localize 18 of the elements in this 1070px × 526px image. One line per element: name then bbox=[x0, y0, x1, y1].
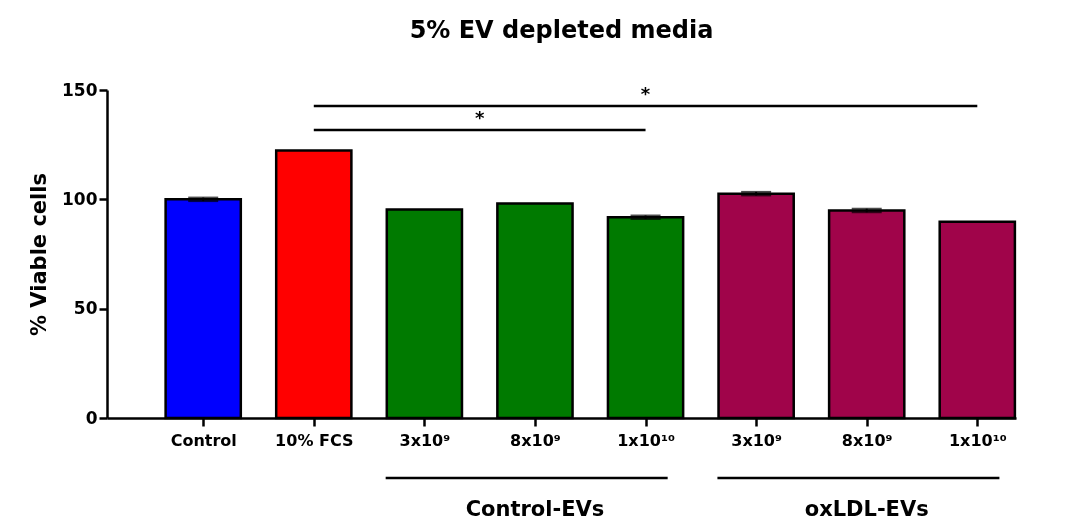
y-tick-label: 50 bbox=[73, 298, 98, 319]
x-tick-label: 3x10⁹ bbox=[399, 430, 451, 450]
y-tick-label: 0 bbox=[85, 407, 98, 428]
chart-title: 5% EV depleted media bbox=[409, 16, 714, 44]
x-tick-label: Control bbox=[170, 430, 237, 450]
x-tick-label: 1x10¹⁰ bbox=[948, 430, 1007, 450]
y-tick-label: 150 bbox=[62, 79, 98, 100]
y-axis-title: % Viable cells bbox=[27, 173, 52, 336]
x-tick-label: 1x10¹⁰ bbox=[617, 430, 675, 450]
x-tick-label: 3x10⁹ bbox=[731, 430, 782, 450]
annotation: * bbox=[640, 83, 651, 104]
text: oxLDL-EVs bbox=[804, 497, 929, 521]
annotation: * bbox=[474, 107, 485, 128]
x-tick-label: 8x10⁹ bbox=[510, 430, 561, 450]
x-tick-label: 10% FCS bbox=[275, 430, 354, 450]
y-tick-label: 100 bbox=[62, 188, 98, 209]
x-tick-label: 8x10⁹ bbox=[841, 430, 893, 450]
text: Control-EVs bbox=[465, 497, 605, 521]
